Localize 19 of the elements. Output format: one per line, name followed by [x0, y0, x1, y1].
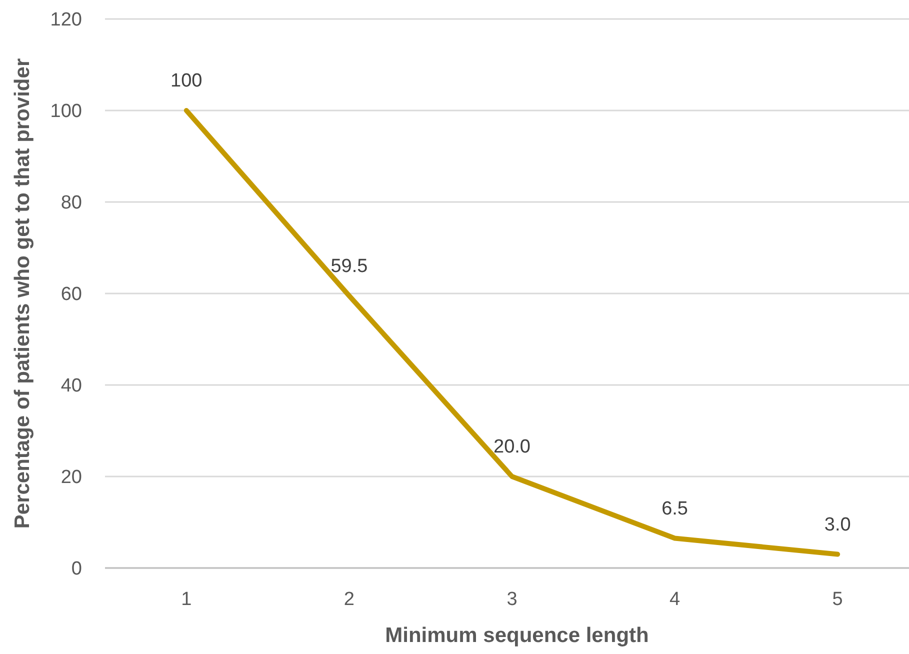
data-label: 59.5 [330, 256, 368, 277]
y-axis-title: Percentage of patients who get to that provider [11, 58, 34, 529]
y-tick-label: 80 [60, 192, 82, 214]
x-tick-label: 5 [832, 589, 843, 610]
x-tick-label: 1 [181, 589, 192, 610]
x-axis-title: Minimum sequence length [385, 624, 649, 647]
data-label: 6.5 [662, 498, 688, 520]
data-label: 3.0 [824, 514, 851, 536]
y-tick-label: 0 [71, 558, 82, 580]
data-label: 100 [170, 70, 202, 92]
y-tick-label: 120 [50, 10, 82, 31]
y-tick-label: 100 [50, 101, 82, 122]
x-tick-label: 3 [506, 589, 518, 610]
y-tick-label: 20 [60, 467, 82, 488]
data-label: 20.0 [494, 436, 530, 458]
x-tick-label: 4 [670, 589, 681, 610]
x-tick-label: 2 [344, 589, 354, 610]
y-tick-label: 40 [60, 376, 82, 397]
y-tick-label: 60 [60, 284, 82, 306]
